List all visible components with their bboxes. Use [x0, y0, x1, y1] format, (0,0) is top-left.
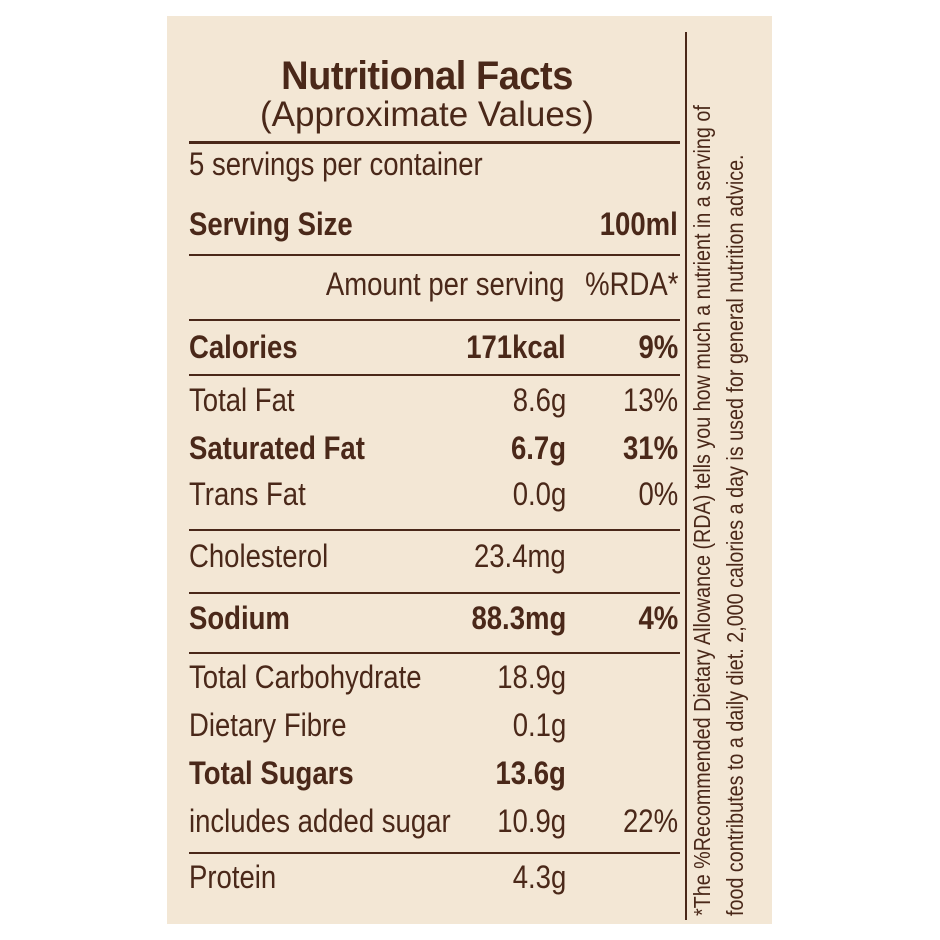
nutrient-name: Protein — [189, 859, 277, 895]
nutrient-name: Calories — [189, 329, 298, 365]
nutrient-rda: 9% — [638, 329, 678, 365]
nutrient-name: Dietary Fibre — [189, 707, 347, 743]
column-header-row: Amount per serving %RDA* — [189, 266, 680, 310]
nutrient-rda: 0% — [638, 476, 678, 512]
divider — [189, 319, 680, 321]
footnote-line-1: *The %Recommended Dietary Allowance (RDA… — [689, 105, 715, 916]
nutrient-row-protein: Protein 4.3g — [189, 859, 680, 903]
footnote-divider — [685, 32, 687, 920]
nutrient-row-trans-fat: Trans Fat 0.0g 0% — [189, 476, 680, 520]
nutrient-name: Sodium — [189, 600, 290, 636]
divider — [189, 652, 680, 654]
rda-footnote: *The %Recommended Dietary Allowance (RDA… — [686, 26, 752, 924]
amount-per-serving-header: Amount per serving — [325, 266, 564, 302]
rda-header: %RDA* — [584, 266, 678, 302]
nutrient-row-saturated-fat: Saturated Fat 6.7g 31% — [189, 430, 680, 474]
nutrient-amount: 18.9g — [497, 659, 566, 695]
label-subtitle: (Approximate Values) — [260, 95, 594, 134]
nutrient-row-calories: Calories 171kcal 9% — [189, 329, 680, 373]
divider — [189, 141, 680, 144]
nutrient-rda: 4% — [638, 600, 678, 636]
divider — [189, 374, 680, 376]
nutrition-facts-panel: Nutritional Facts (Approximate Values) 5… — [167, 16, 772, 924]
nutrient-name: Trans Fat — [189, 476, 306, 512]
nutrient-amount: 88.3mg — [471, 600, 566, 636]
serving-size-value: 100ml — [599, 206, 678, 242]
nutrient-rda: 31% — [622, 430, 678, 466]
nutrient-name: Total Fat — [189, 382, 295, 418]
divider — [189, 529, 680, 531]
nutrient-amount: 13.6g — [495, 755, 566, 791]
nutrient-name: Saturated Fat — [189, 430, 365, 466]
nutrient-amount: 6.7g — [510, 430, 566, 466]
serving-size-label: Serving Size — [189, 206, 353, 242]
nutrient-row-sodium: Sodium 88.3mg 4% — [189, 600, 680, 644]
nutrient-rda: 13% — [622, 382, 678, 418]
nutrient-amount: 171kcal — [466, 329, 566, 365]
nutrient-name: Total Carbohydrate — [189, 659, 422, 695]
nutrient-row-total-fat: Total Fat 8.6g 13% — [189, 382, 680, 426]
divider — [189, 254, 680, 256]
divider — [189, 592, 680, 594]
nutrient-amount: 0.1g — [512, 707, 566, 743]
servings-per-container-row: 5 servings per container — [189, 146, 680, 190]
nutrient-name: Total Sugars — [189, 755, 354, 791]
nutrient-rda: 22% — [622, 803, 678, 839]
nutrient-row-total-sugars: Total Sugars 13.6g — [189, 755, 680, 799]
nutrient-row-dietary-fibre: Dietary Fibre 0.1g — [189, 707, 680, 751]
nutrient-amount: 8.6g — [512, 382, 566, 418]
nutrient-row-total-carbohydrate: Total Carbohydrate 18.9g — [189, 659, 680, 703]
nutrient-row-added-sugar: includes added sugar 10.9g 22% — [189, 803, 680, 847]
nutrient-name: includes added sugar — [189, 803, 451, 839]
footnote-line-2: food contributes to a daily diet. 2,000 … — [722, 154, 748, 916]
nutrient-amount: 4.3g — [512, 859, 566, 895]
servings-per-container: 5 servings per container — [189, 146, 483, 182]
nutrient-row-cholesterol: Cholesterol 23.4mg — [189, 538, 680, 582]
nutrient-amount: 10.9g — [497, 803, 566, 839]
divider — [189, 852, 680, 854]
nutrient-amount: 0.0g — [512, 476, 566, 512]
serving-size-row: Serving Size 100ml — [189, 206, 680, 250]
nutrient-name: Cholesterol — [189, 538, 329, 574]
nutrient-amount: 23.4mg — [474, 538, 566, 574]
label-title: Nutritional Facts — [281, 54, 573, 98]
